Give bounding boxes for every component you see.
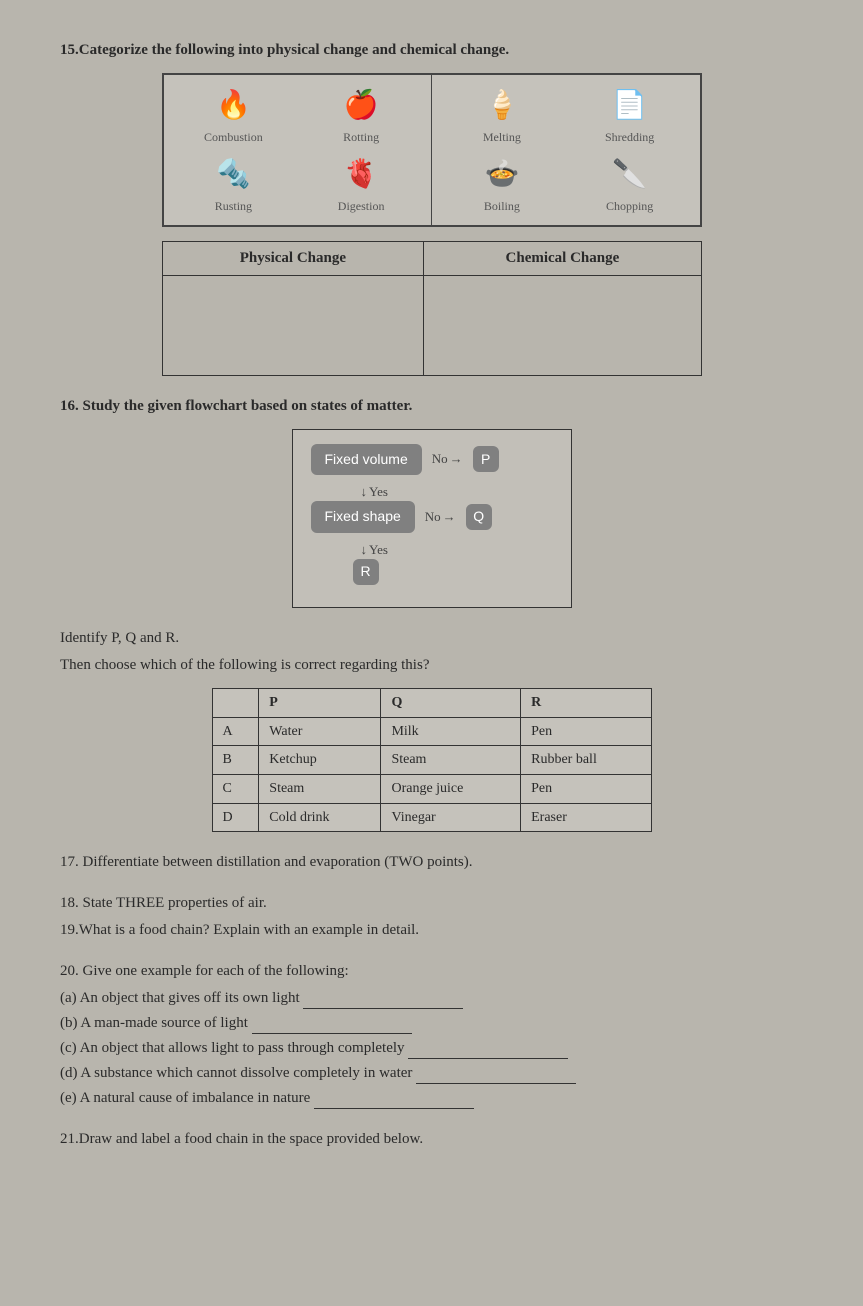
q20-e: (e) A natural cause of imbalance in natu… <box>60 1088 803 1109</box>
item-label: Rusting <box>215 198 252 215</box>
item-combustion: 🔥 Combustion <box>170 81 298 150</box>
blank-field[interactable] <box>303 995 463 1009</box>
q20-c: (c) An object that allows light to pass … <box>60 1038 803 1059</box>
blank-field[interactable] <box>416 1070 576 1084</box>
blank-field[interactable] <box>314 1095 474 1109</box>
item-label: Shredding <box>605 129 654 146</box>
shredder-icon: 📄 <box>609 85 651 127</box>
arrow-right-icon: No→ <box>432 450 463 468</box>
q21-prompt: 21.Draw and label a food chain in the sp… <box>60 1129 803 1150</box>
fc-node-volume: Fixed volume <box>311 444 422 476</box>
pot-icon: 🍲 <box>481 154 523 196</box>
th-r: R <box>521 689 651 718</box>
fire-icon: 🔥 <box>212 85 254 127</box>
q16-choose: Then choose which of the following is co… <box>60 655 803 676</box>
q16-flowchart: Fixed volume No→ P ↓Yes Fixed shape No→ … <box>292 429 572 609</box>
fc-badge-p: P <box>473 446 499 472</box>
option-row-c[interactable]: C Steam Orange juice Pen <box>212 774 651 803</box>
q16-options-table: P Q R A Water Milk Pen B Ketchup Steam R… <box>212 688 652 832</box>
item-melting: 🍦 Melting <box>438 81 566 150</box>
item-rusting: 🔩 Rusting <box>170 150 298 219</box>
q20-d: (d) A substance which cannot dissolve co… <box>60 1063 803 1084</box>
q15-answer-table: Physical Change Chemical Change <box>162 241 702 376</box>
th-blank <box>212 689 259 718</box>
item-label: Rotting <box>343 129 379 146</box>
blank-field[interactable] <box>408 1045 568 1059</box>
q15-right-group: 🍦 Melting 📄 Shredding 🍲 Boiling 🔪 Choppi… <box>432 75 700 225</box>
option-row-b[interactable]: B Ketchup Steam Rubber ball <box>212 746 651 775</box>
q18-prompt: 18. State THREE properties of air. <box>60 893 803 914</box>
item-label: Boiling <box>484 198 520 215</box>
physical-answer-cell[interactable] <box>162 275 424 375</box>
item-label: Melting <box>483 129 521 146</box>
q17-prompt: 17. Differentiate between distillation a… <box>60 852 803 873</box>
apple-icon: 🍎 <box>340 85 382 127</box>
q20-b: (b) A man-made source of light <box>60 1013 803 1034</box>
item-label: Chopping <box>606 198 653 215</box>
blank-field[interactable] <box>252 1020 412 1034</box>
item-label: Digestion <box>338 198 385 215</box>
stomach-icon: 🫀 <box>340 154 382 196</box>
item-rotting: 🍎 Rotting <box>297 81 425 150</box>
q19-prompt: 19.What is a food chain? Explain with an… <box>60 920 803 941</box>
q15-items-box: 🔥 Combustion 🍎 Rotting 🔩 Rusting 🫀 Diges… <box>162 73 702 227</box>
th-p: P <box>259 689 381 718</box>
q20-a: (a) An object that gives off its own lig… <box>60 988 803 1009</box>
arrow-down-icon: ↓Yes <box>361 483 553 501</box>
icecream-icon: 🍦 <box>481 85 523 127</box>
question-15: 15.Categorize the following into physica… <box>60 40 803 376</box>
question-19: 19.What is a food chain? Explain with an… <box>60 920 803 941</box>
q16-identify: Identify P, Q and R. <box>60 628 803 649</box>
fc-node-shape: Fixed shape <box>311 501 415 533</box>
question-21: 21.Draw and label a food chain in the sp… <box>60 1129 803 1150</box>
item-label: Combustion <box>204 129 263 146</box>
arrow-right-icon: No→ <box>425 508 456 526</box>
q15-left-group: 🔥 Combustion 🍎 Rotting 🔩 Rusting 🫀 Diges… <box>164 75 433 225</box>
item-boiling: 🍲 Boiling <box>438 150 566 219</box>
question-16: 16. Study the given flowchart based on s… <box>60 396 803 833</box>
q16-prompt: 16. Study the given flowchart based on s… <box>60 396 803 417</box>
fc-badge-r: R <box>353 559 379 585</box>
option-row-a[interactable]: A Water Milk Pen <box>212 717 651 746</box>
question-18: 18. State THREE properties of air. <box>60 893 803 914</box>
col-chemical: Chemical Change <box>424 241 701 275</box>
question-17: 17. Differentiate between distillation a… <box>60 852 803 873</box>
col-physical: Physical Change <box>162 241 424 275</box>
fc-badge-q: Q <box>466 504 492 530</box>
option-row-d[interactable]: D Cold drink Vinegar Eraser <box>212 803 651 832</box>
question-20: 20. Give one example for each of the fol… <box>60 961 803 1109</box>
th-q: Q <box>381 689 521 718</box>
item-digestion: 🫀 Digestion <box>297 150 425 219</box>
chemical-answer-cell[interactable] <box>424 275 701 375</box>
item-shredding: 📄 Shredding <box>566 81 694 150</box>
screw-icon: 🔩 <box>212 154 254 196</box>
item-chopping: 🔪 Chopping <box>566 150 694 219</box>
q15-prompt: 15.Categorize the following into physica… <box>60 40 803 61</box>
q20-prompt: 20. Give one example for each of the fol… <box>60 961 803 982</box>
arrow-down-icon: ↓Yes <box>361 541 553 559</box>
table-header-row: P Q R <box>212 689 651 718</box>
knife-icon: 🔪 <box>609 154 651 196</box>
